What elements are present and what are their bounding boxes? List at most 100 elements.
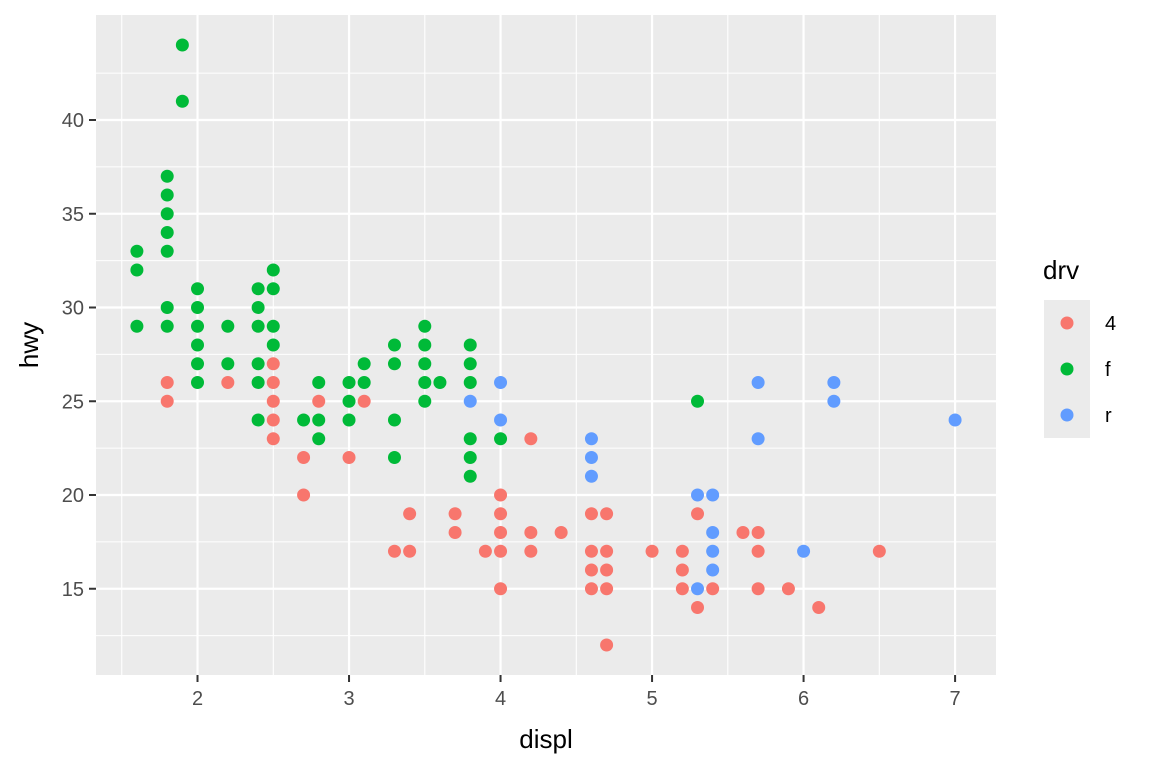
data-point-f [418,338,432,352]
data-point-f [266,338,280,352]
data-point-4 [554,526,568,539]
data-point-r [706,544,720,558]
data-point-4 [584,544,598,558]
data-point-f [357,376,371,389]
data-point-4 [297,451,311,464]
data-point-f [418,319,432,333]
data-point-f [175,38,189,52]
data-point-4 [266,432,280,446]
data-point-f [312,432,326,446]
data-point-f [463,376,477,389]
data-point-f [418,394,432,408]
data-point-f [251,357,265,371]
data-point-f [191,282,205,296]
data-point-r [827,376,841,389]
data-point-f [418,376,432,389]
y-tick-label: 30 [62,298,84,320]
data-point-f [251,376,265,389]
data-point-4 [751,526,765,539]
data-point-f [191,357,205,371]
data-point-4 [448,526,462,539]
data-point-f [357,357,371,371]
data-point-f [297,413,311,427]
y-tick-label: 35 [62,204,84,226]
data-point-4 [600,507,614,521]
data-point-4 [600,563,614,577]
data-point-4 [645,544,659,558]
data-point-4 [675,544,689,558]
data-point-4 [675,582,689,596]
data-point-f [130,319,144,333]
data-point-4 [524,526,538,539]
data-point-f [221,357,235,371]
data-point-r [584,451,598,464]
data-points [130,38,962,652]
data-point-4 [524,544,538,558]
data-point-4 [494,582,508,596]
data-point-f [160,244,174,258]
x-tick-label: 2 [192,688,203,710]
y-tick-label: 25 [62,391,84,413]
data-point-f [251,282,265,296]
x-axis: 2 3 4 5 6 7 [192,675,961,710]
data-point-4 [297,488,311,502]
data-point-f [463,432,477,446]
data-point-f [433,376,447,389]
data-point-f [251,301,265,314]
data-point-f [160,207,174,221]
data-point-r [584,432,598,446]
data-point-r [706,488,720,502]
data-point-4 [584,582,598,596]
data-point-r [494,413,508,427]
data-point-f [191,376,205,389]
data-point-f [342,376,356,389]
data-point-r [584,469,598,483]
data-point-r [797,544,811,558]
data-point-f [160,301,174,314]
data-point-4 [706,582,720,596]
y-axis: 15 20 25 30 35 40 [62,110,96,601]
data-point-4 [221,376,235,389]
data-point-4 [342,451,356,464]
x-tick-label: 7 [950,688,961,710]
data-point-f [160,226,174,239]
data-point-f [387,451,401,464]
x-axis-title: displ [519,724,572,754]
data-point-f [312,376,326,389]
data-point-4 [600,544,614,558]
data-point-f [160,169,174,183]
data-point-4 [403,544,417,558]
x-tick-label: 4 [495,688,506,710]
data-point-f [191,338,205,352]
data-point-f [494,432,508,446]
legend: drv 4 f r [1043,255,1116,438]
data-point-f [266,282,280,296]
y-tick-label: 20 [62,485,84,507]
data-point-4 [736,526,750,539]
data-point-4 [160,394,174,408]
data-point-4 [751,544,765,558]
data-point-4 [387,544,401,558]
data-point-4 [812,601,826,614]
legend-label-f: f [1105,359,1111,381]
legend-key-r [1060,408,1074,422]
data-point-f [691,394,705,408]
minor-gridlines [96,15,996,675]
data-point-f [251,319,265,333]
data-point-4 [312,394,326,408]
y-tick-label: 15 [62,579,84,601]
y-tick-label: 40 [62,110,84,132]
data-point-r [691,582,705,596]
legend-entries: 4 f r [1060,313,1116,427]
data-point-f [130,244,144,258]
data-point-r [706,526,720,539]
data-point-f [191,301,205,314]
data-point-r [948,413,962,427]
data-point-4 [266,413,280,427]
data-point-f [266,263,280,277]
data-point-4 [691,601,705,614]
legend-key-f [1060,362,1074,376]
data-point-4 [691,507,705,521]
data-point-4 [403,507,417,521]
data-point-f [312,413,326,427]
